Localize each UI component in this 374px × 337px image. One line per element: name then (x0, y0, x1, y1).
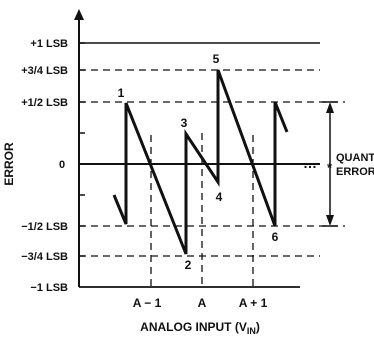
y-tick-plus-1-lsb: +1 LSB (30, 38, 68, 50)
y-tick-minus-3-4-lsb: −3/4 LSB (21, 251, 68, 263)
y-tick-minus-1-lsb: −1 LSB (30, 282, 68, 294)
x-tick-a-plus-1: A + 1 (239, 296, 268, 310)
annotation-quantization: QUANTIZATION (336, 152, 374, 164)
point-label-4: 4 (216, 190, 223, 204)
continuation-ellipsis: … (303, 155, 317, 171)
bracket-arrow-up-icon (326, 102, 334, 113)
bracket-arrow-down-icon (326, 215, 334, 226)
x-tick-a-minus-1: A − 1 (133, 296, 162, 310)
annotation-error: ERROR (336, 166, 374, 178)
y-tick-zero: 0 (59, 159, 65, 171)
point-label-2: 2 (185, 258, 192, 272)
quantization-error-waveform (112, 69, 289, 255)
x-axis-title-subscript: IN (247, 326, 256, 336)
x-axis-title: ANALOG INPUT (VIN) (140, 320, 260, 336)
y-tick-minus-1-2-lsb: −1/2 LSB (21, 221, 68, 233)
x-tick-a: A (198, 296, 207, 310)
y-axis-title: ERROR (2, 142, 16, 186)
point-label-5: 5 (213, 52, 220, 66)
point-label-1: 1 (118, 86, 125, 100)
y-tick-plus-1-2-lsb: +1/2 LSB (21, 97, 68, 109)
annotation-asterisk: * (327, 160, 333, 175)
point-label-3: 3 (181, 116, 188, 130)
point-label-6: 6 (272, 230, 279, 244)
y-tick-plus-3-4-lsb: +3/4 LSB (21, 65, 68, 77)
y-axis-arrowhead (74, 9, 84, 20)
